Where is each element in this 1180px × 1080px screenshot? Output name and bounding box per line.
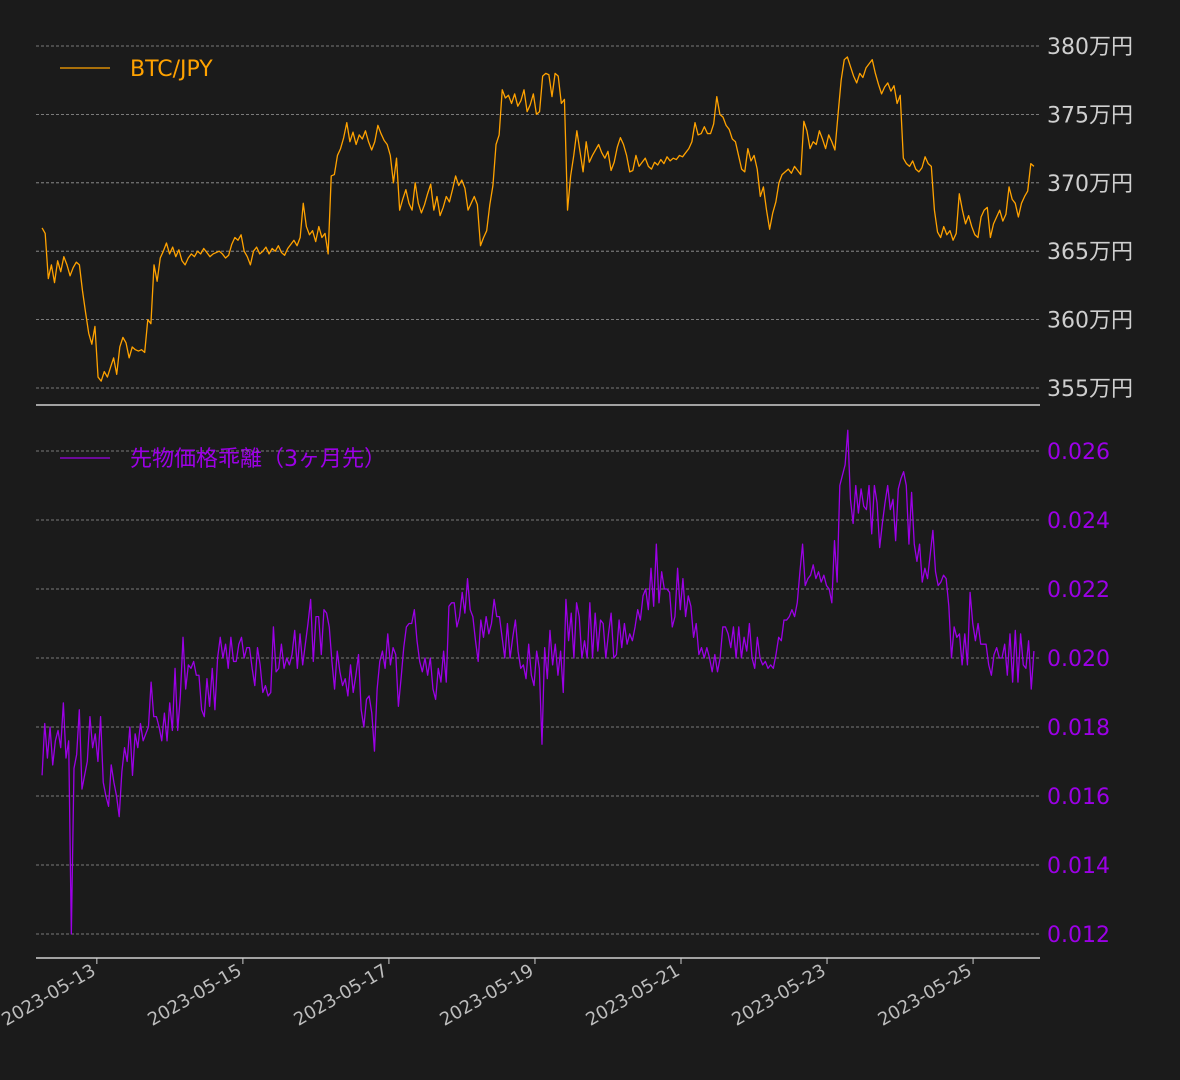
series-line-btc bbox=[41, 56, 1035, 382]
futures-premium-panel: 0.012 0.014 0.016 0.018 0.020 0.022 0.024 0.026… bbox=[36, 429, 1110, 959]
y-tick-label: 0.026 bbox=[1047, 440, 1110, 465]
legend-label: BTC/JPY bbox=[130, 57, 213, 82]
y-tick-label: 0.016 bbox=[1047, 785, 1110, 810]
y-tick-label: 0.022 bbox=[1047, 578, 1110, 603]
btc-price-panel: 355万円 360万円 365万円 370万円 375万円 380万円 BTC/JPY bbox=[36, 35, 1133, 406]
y-tick-label: 380万円 bbox=[1047, 35, 1133, 60]
y-tick-label: 0.012 bbox=[1047, 923, 1110, 948]
y-tick-label: 0.018 bbox=[1047, 716, 1110, 741]
y-tick-label: 355万円 bbox=[1047, 377, 1133, 402]
y-tick-label: 0.014 bbox=[1047, 854, 1110, 879]
y-tick-label: 375万円 bbox=[1047, 103, 1133, 128]
legend-label: 先物価格乖離（3ヶ月先） bbox=[130, 447, 386, 472]
series-line-premium bbox=[41, 429, 1035, 935]
y-tick-label: 0.024 bbox=[1047, 509, 1110, 534]
y-tick-label: 365万円 bbox=[1047, 240, 1133, 265]
y-tick-label: 360万円 bbox=[1047, 309, 1133, 334]
y-tick-label: 370万円 bbox=[1047, 172, 1133, 197]
y-tick-label: 0.020 bbox=[1047, 647, 1110, 672]
